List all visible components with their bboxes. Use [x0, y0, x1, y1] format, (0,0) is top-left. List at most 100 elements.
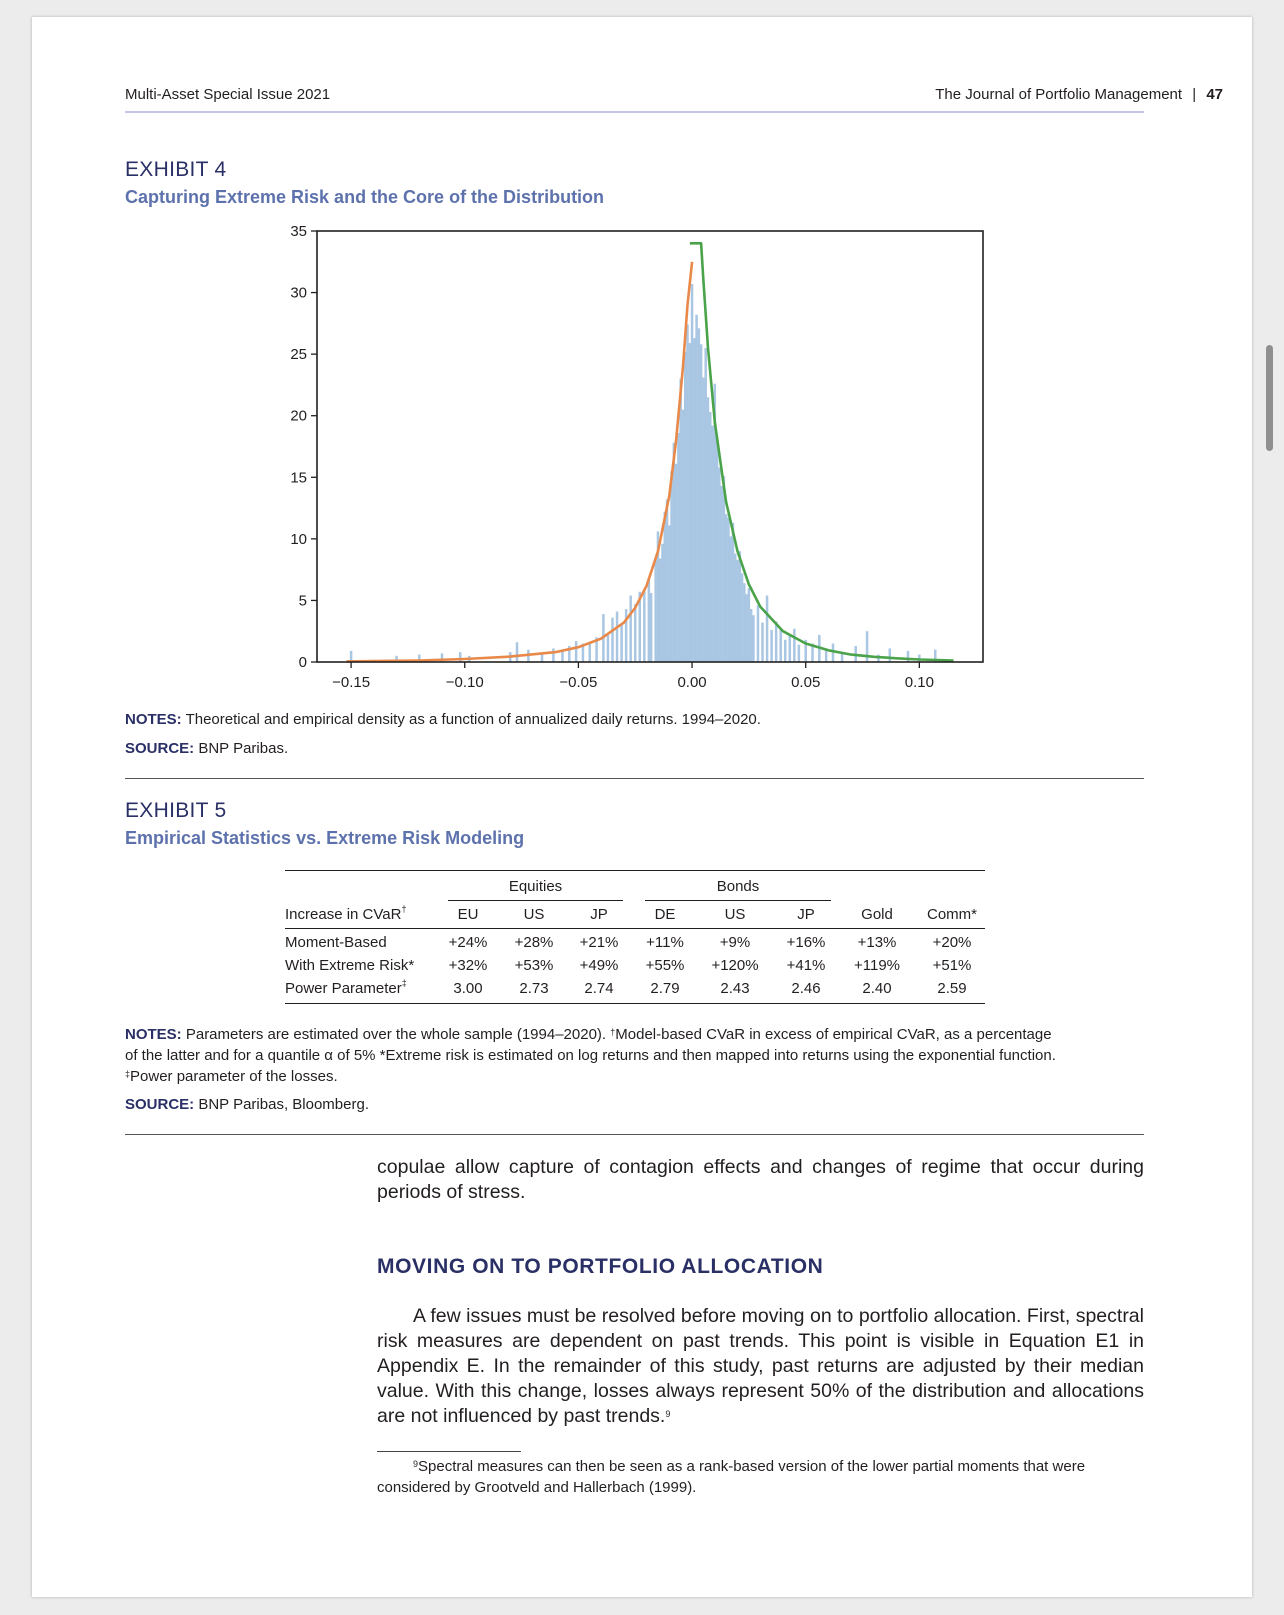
- exhibit5-title: Empirical Statistics vs. Extreme Risk Mo…: [125, 828, 525, 848]
- table-cell: +9%: [719, 934, 751, 951]
- table-bottom-rule: [285, 1003, 985, 1004]
- paragraph-allocation-text: A few issues must be resolved before mov…: [377, 1305, 1144, 1427]
- histogram-bar: [633, 604, 637, 662]
- group-equities: Equities: [508, 878, 563, 895]
- histogram-bar: [824, 648, 828, 662]
- footnote: 9Spectral measures can then be seen as a…: [377, 1456, 1144, 1498]
- running-header-journal: The Journal of Portfolio Management | 47: [935, 86, 1223, 103]
- notes-part1: Parameters are estimated over the whole …: [185, 1026, 607, 1043]
- y-tick-label: 5: [299, 592, 307, 609]
- axes: −0.15 −0.10 −0.05 0.00 0.05 0.10 0 5 10 15 20 25 30 3…: [290, 223, 934, 691]
- histogram-bar: [733, 553, 737, 662]
- histogram-bar: [761, 622, 764, 662]
- density-chart: −0.15 −0.10 −0.05 0.00 0.05 0.10 0 5 10 15 20 25 30 3…: [290, 223, 984, 691]
- column-header: Gold: [861, 906, 893, 923]
- histogram-bar: [695, 314, 698, 662]
- histogram-bar: [568, 645, 571, 662]
- table-cell: +24%: [448, 934, 488, 951]
- row-header-mark: †: [401, 904, 407, 914]
- histogram-bar: [606, 634, 610, 662]
- row-label-text: Power Parameter: [285, 980, 402, 997]
- histogram-bar: [736, 559, 739, 662]
- histogram-bar: [663, 511, 667, 662]
- histogram-bar: [418, 654, 421, 662]
- histogram-bar: [679, 378, 682, 662]
- histogram-bar: [747, 588, 751, 662]
- histogram-bar: [906, 650, 910, 662]
- notes-label: NOTES:: [125, 1026, 182, 1043]
- density-curves: [346, 242, 954, 663]
- histogram-bar: [658, 558, 662, 662]
- exhibit4-title: Capturing Extreme Risk and the Core of t…: [125, 187, 605, 207]
- notes-mark2: ‡: [125, 1069, 131, 1079]
- histogram-bar: [574, 641, 578, 662]
- histogram-bar: [588, 642, 592, 662]
- histogram-bar: [779, 628, 782, 662]
- exhibit-divider: [125, 778, 1144, 779]
- header-rule-table: [285, 928, 985, 929]
- histogram-bar: [649, 593, 653, 662]
- histogram-bar: [661, 543, 664, 662]
- notes-text: Theoretical and empirical density as a f…: [185, 711, 761, 728]
- histogram-bar: [727, 517, 730, 662]
- row-header: Increase in CVaR†: [285, 904, 407, 923]
- table-cell: 2.40: [862, 980, 892, 997]
- x-tick-label: −0.10: [446, 674, 484, 691]
- table-cell: +11%: [646, 934, 684, 951]
- histogram-bar: [552, 648, 555, 662]
- x-tick-label: 0.10: [905, 674, 934, 691]
- footnote-rule: [377, 1451, 521, 1452]
- histogram-bar: [395, 655, 398, 662]
- histogram-bar: [665, 499, 669, 662]
- table-cell: +51%: [932, 957, 972, 974]
- header-rule: [125, 111, 1144, 113]
- notes-mark1: †: [610, 1027, 616, 1037]
- histogram-bar: [561, 649, 564, 662]
- histogram-bar: [677, 432, 680, 662]
- histogram-bar: [934, 649, 937, 662]
- table-cell: +13%: [857, 934, 897, 951]
- table-cell: 2.43: [720, 980, 750, 997]
- histogram-bar: [743, 583, 746, 662]
- histogram-bar: [831, 643, 835, 662]
- histogram-bar: [686, 324, 689, 662]
- scrollbar-thumb[interactable]: [1266, 345, 1273, 451]
- x-tick-label: 0.05: [791, 674, 820, 691]
- table-cell: 2.59: [937, 980, 967, 997]
- table-cell: +119%: [853, 957, 900, 974]
- notes-part2: Model-based CVaR in excess of empirical …: [125, 1026, 1056, 1064]
- row-label: Power Parameter‡: [285, 978, 407, 997]
- table-cell: 2.46: [791, 980, 821, 997]
- table-cell: +28%: [514, 934, 554, 951]
- histogram-bar: [708, 412, 712, 662]
- exhibit5-notes: NOTES: Parameters are estimated over the…: [125, 1024, 1065, 1087]
- section-heading: MOVING ON TO PORTFOLIO ALLOCATION: [377, 1255, 824, 1278]
- y-tick-label: 0: [299, 654, 307, 671]
- histogram-bar: [865, 631, 869, 662]
- row-label: Moment-Based: [285, 934, 387, 951]
- footnote-ref[interactable]: 9: [665, 1409, 671, 1419]
- histogram-bar: [745, 594, 748, 662]
- histogram-bar: [724, 514, 728, 662]
- histogram-bar: [654, 559, 657, 662]
- histogram-bar: [749, 609, 753, 662]
- histogram-bar: [729, 536, 732, 662]
- notes-part3: Power parameter of the losses.: [130, 1068, 338, 1085]
- loss-tail-curve: [346, 261, 694, 663]
- histogram-bar: [731, 522, 735, 662]
- histogram-bars: [349, 283, 937, 662]
- histogram-bar: [738, 551, 742, 662]
- exhibit5-source: SOURCE: BNP Paribas, Bloomberg.: [125, 1094, 369, 1115]
- x-tick-label: −0.05: [559, 674, 597, 691]
- page-number: 47: [1206, 86, 1223, 103]
- histogram-bar: [690, 283, 694, 662]
- row-label-mark: ‡: [401, 978, 407, 988]
- histogram-bar: [699, 344, 703, 662]
- y-tick-label: 35: [290, 223, 307, 240]
- histogram-bar: [840, 653, 844, 662]
- histogram-bar: [720, 485, 723, 662]
- histogram-bar: [718, 467, 721, 662]
- table-cell: 2.73: [519, 980, 549, 997]
- table-cell: +32%: [448, 957, 488, 974]
- histogram-bar: [740, 573, 744, 662]
